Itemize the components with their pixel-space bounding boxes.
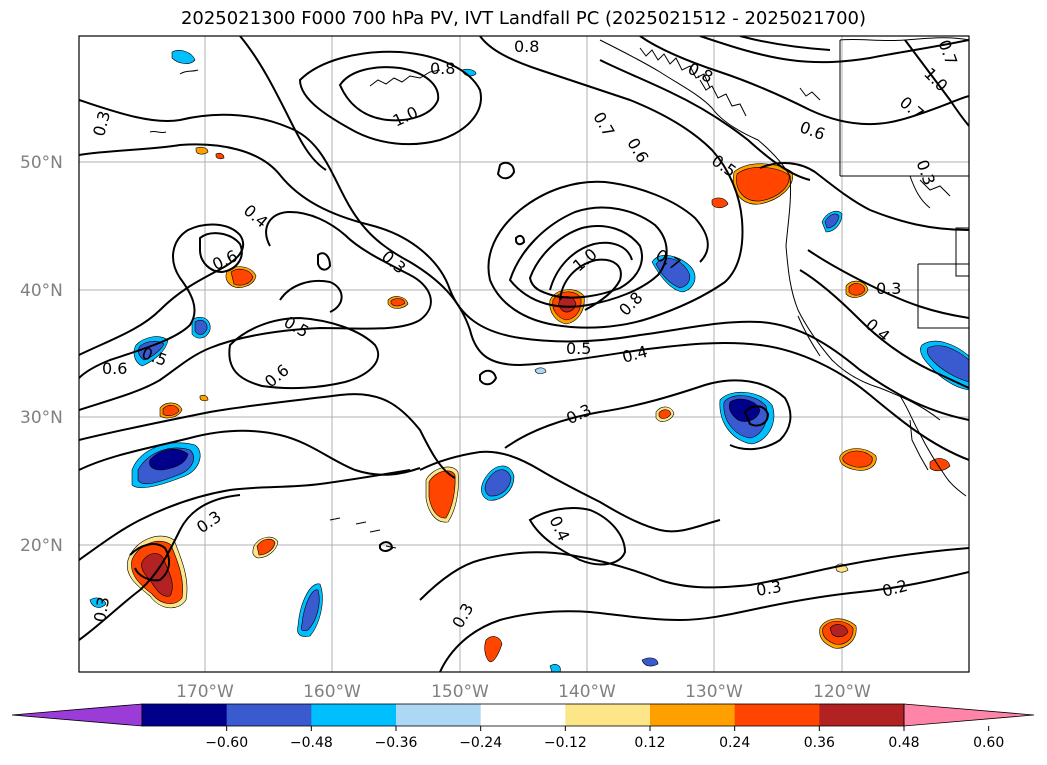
ivt-contours [79, 36, 969, 672]
negative-anomaly-blob [297, 583, 323, 637]
negative-anomaly-blob [131, 442, 201, 488]
colorbar-tick-label: −0.24 [459, 735, 502, 751]
longitude-labels: 170°W 160°W 150°W 140°W 130°W 120°W [176, 682, 871, 702]
colorbar-segment [396, 704, 482, 726]
colorbar-segment [226, 704, 312, 726]
negative-anomaly-blob [133, 336, 169, 367]
colorbar-segment [565, 704, 651, 726]
latitude-labels: 50°N 40°N 30°N 20°N [20, 153, 63, 556]
contour-label: 0.3 [90, 595, 113, 623]
contour-label: 0.8 [514, 37, 539, 56]
contour-label: 0.3 [755, 577, 783, 600]
colorbar-tick-label: −0.36 [375, 735, 418, 751]
positive-anomaly-blob [252, 536, 279, 559]
colorbar-segment [734, 704, 820, 726]
positive-anomaly-blob [845, 280, 869, 298]
positive-anomaly-blob [195, 146, 951, 663]
positive-anomaly-blob [425, 466, 459, 523]
colorbar-extend-high [903, 703, 1035, 727]
colorbar-tick-label: 0.12 [634, 735, 665, 751]
positive-anomaly-blob [732, 163, 793, 205]
lat-label: 20°N [20, 536, 63, 556]
positive-anomaly-blob [225, 266, 257, 288]
colorbar-tick-label: 0.48 [888, 735, 919, 751]
colorbar: −0.60 −0.48 −0.36 −0.24 −0.12 0.12 0.24 0.36 0.4… [11, 703, 1035, 751]
coastlines [149, 37, 969, 549]
colorbar-segment [650, 704, 736, 726]
colorbar-frame [141, 703, 905, 727]
colorbar-segment [480, 704, 566, 726]
colorbar-tick-label: 0.36 [804, 735, 835, 751]
colorbar-tick-label: −0.48 [290, 735, 333, 751]
negative-anomaly-blob [89, 50, 659, 672]
negative-anomaly-blob [481, 465, 515, 501]
lat-label: 40°N [20, 281, 63, 301]
negative-anomaly-blob [191, 317, 211, 339]
lon-label: 150°W [431, 682, 489, 702]
colorbar-tick-label: −0.60 [205, 735, 248, 751]
lon-label: 140°W [558, 682, 616, 702]
colorbar-segment [311, 704, 397, 726]
lon-label: 120°W [813, 682, 871, 702]
map-title: 2025021300 F000 700 hPa PV, IVT Landfall… [180, 8, 867, 29]
colorbar-segment [819, 704, 905, 726]
contour-label: 0.5 [566, 339, 591, 358]
lat-label: 30°N [20, 408, 63, 428]
positive-anomaly-blob [819, 618, 857, 649]
contour-label: 0.6 [102, 359, 127, 378]
map-background [79, 36, 969, 672]
contour-label: 0.8 [430, 59, 455, 78]
map-frame [78, 35, 970, 673]
positive-anomaly-blob [159, 402, 183, 419]
colorbar-tick-label: −0.12 [544, 735, 587, 751]
lon-label: 130°W [685, 682, 743, 702]
negative-anomaly-blob [821, 210, 843, 233]
gridlines [79, 36, 969, 672]
colorbar-extend-low [11, 703, 143, 727]
contour-label: 0.3 [876, 279, 901, 298]
colorbar-tick-label: 0.24 [719, 735, 750, 751]
lon-label: 160°W [303, 682, 361, 702]
negative-anomaly-blob [920, 340, 969, 391]
colorbar-tick-label: 0.60 [973, 735, 1004, 751]
positive-anomaly-blob [839, 448, 877, 471]
lat-label: 50°N [20, 153, 63, 173]
colorbar-segment [142, 704, 228, 726]
lon-label: 170°W [176, 682, 234, 702]
